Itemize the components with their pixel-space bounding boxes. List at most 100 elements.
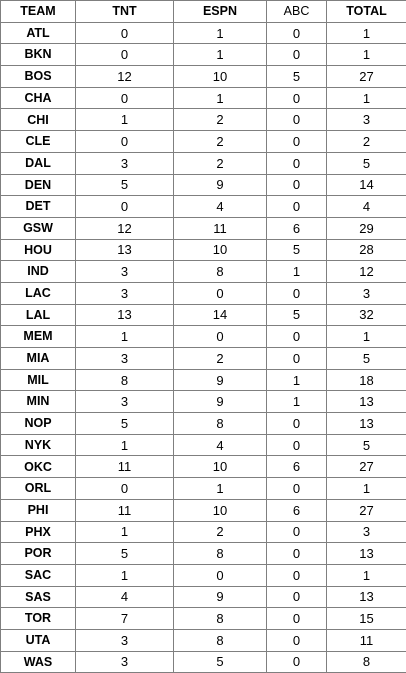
cell-espn: 10 bbox=[174, 66, 267, 88]
cell-espn: 0 bbox=[174, 326, 267, 348]
cell-team: OKC bbox=[1, 456, 76, 478]
cell-tnt: 3 bbox=[76, 348, 174, 370]
cell-tnt: 3 bbox=[76, 391, 174, 413]
cell-tnt: 3 bbox=[76, 651, 174, 673]
cell-total: 13 bbox=[327, 586, 406, 608]
cell-tnt: 3 bbox=[76, 629, 174, 651]
cell-total: 5 bbox=[327, 152, 406, 174]
cell-tnt: 0 bbox=[76, 44, 174, 66]
cell-team: ORL bbox=[1, 478, 76, 500]
cell-total: 27 bbox=[327, 456, 406, 478]
cell-team: PHX bbox=[1, 521, 76, 543]
cell-team: SAS bbox=[1, 586, 76, 608]
cell-total: 27 bbox=[327, 499, 406, 521]
cell-tnt: 4 bbox=[76, 586, 174, 608]
cell-total: 3 bbox=[327, 282, 406, 304]
cell-team: HOU bbox=[1, 239, 76, 261]
cell-tnt: 3 bbox=[76, 152, 174, 174]
cell-abc: 1 bbox=[267, 261, 327, 283]
cell-abc: 0 bbox=[267, 44, 327, 66]
cell-tnt: 13 bbox=[76, 304, 174, 326]
cell-team: ATL bbox=[1, 22, 76, 44]
cell-espn: 10 bbox=[174, 456, 267, 478]
cell-tnt: 1 bbox=[76, 109, 174, 131]
cell-abc: 0 bbox=[267, 174, 327, 196]
cell-team: UTA bbox=[1, 629, 76, 651]
header-team: TEAM bbox=[1, 1, 76, 23]
cell-abc: 0 bbox=[267, 586, 327, 608]
cell-tnt: 11 bbox=[76, 456, 174, 478]
cell-abc: 0 bbox=[267, 109, 327, 131]
cell-total: 29 bbox=[327, 217, 406, 239]
cell-abc: 0 bbox=[267, 413, 327, 435]
cell-abc: 0 bbox=[267, 434, 327, 456]
cell-espn: 14 bbox=[174, 304, 267, 326]
cell-team: LAC bbox=[1, 282, 76, 304]
cell-team: NYK bbox=[1, 434, 76, 456]
cell-espn: 9 bbox=[174, 174, 267, 196]
cell-espn: 1 bbox=[174, 22, 267, 44]
cell-total: 13 bbox=[327, 413, 406, 435]
header-tnt: TNT bbox=[76, 1, 174, 23]
table-header: TEAM TNT ESPN ABC TOTAL bbox=[1, 1, 406, 23]
cell-tnt: 0 bbox=[76, 196, 174, 218]
cell-total: 3 bbox=[327, 109, 406, 131]
cell-tnt: 3 bbox=[76, 282, 174, 304]
cell-espn: 1 bbox=[174, 87, 267, 109]
header-row: TEAM TNT ESPN ABC TOTAL bbox=[1, 1, 406, 23]
cell-tnt: 8 bbox=[76, 369, 174, 391]
cell-espn: 9 bbox=[174, 391, 267, 413]
cell-team: SAC bbox=[1, 564, 76, 586]
cell-total: 1 bbox=[327, 22, 406, 44]
cell-espn: 10 bbox=[174, 499, 267, 521]
cell-espn: 0 bbox=[174, 282, 267, 304]
cell-team: GSW bbox=[1, 217, 76, 239]
cell-espn: 8 bbox=[174, 608, 267, 630]
cell-total: 1 bbox=[327, 326, 406, 348]
cell-abc: 0 bbox=[267, 196, 327, 218]
cell-abc: 0 bbox=[267, 326, 327, 348]
cell-espn: 9 bbox=[174, 369, 267, 391]
cell-espn: 2 bbox=[174, 348, 267, 370]
cell-tnt: 12 bbox=[76, 66, 174, 88]
cell-espn: 9 bbox=[174, 586, 267, 608]
cell-espn: 4 bbox=[174, 196, 267, 218]
cell-team: LAL bbox=[1, 304, 76, 326]
cell-tnt: 1 bbox=[76, 326, 174, 348]
cell-abc: 5 bbox=[267, 66, 327, 88]
cell-abc: 1 bbox=[267, 369, 327, 391]
cell-espn: 2 bbox=[174, 109, 267, 131]
cell-total: 1 bbox=[327, 478, 406, 500]
cell-tnt: 0 bbox=[76, 22, 174, 44]
cell-abc: 0 bbox=[267, 131, 327, 153]
cell-team: MEM bbox=[1, 326, 76, 348]
cell-team: MIN bbox=[1, 391, 76, 413]
cell-tnt: 13 bbox=[76, 239, 174, 261]
cell-tnt: 3 bbox=[76, 261, 174, 283]
cell-total: 13 bbox=[327, 543, 406, 565]
header-total: TOTAL bbox=[327, 1, 406, 23]
cell-abc: 0 bbox=[267, 282, 327, 304]
cell-tnt: 7 bbox=[76, 608, 174, 630]
cell-team: MIA bbox=[1, 348, 76, 370]
cell-team: DET bbox=[1, 196, 76, 218]
